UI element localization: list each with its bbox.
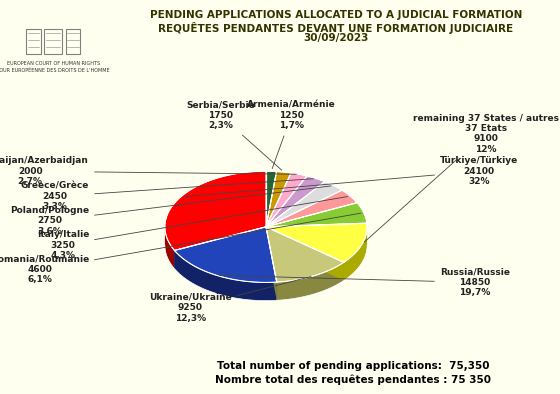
Polygon shape (266, 173, 307, 227)
Text: remaining 37 States / autres
37 Etats
9100
12%: remaining 37 States / autres 37 Etats 91… (364, 114, 559, 242)
Polygon shape (175, 251, 277, 301)
Text: Azerbaijan/Azerbaidjan
2000
2,7%: Azerbaijan/Azerbaidjan 2000 2,7% (0, 156, 296, 186)
Polygon shape (266, 190, 357, 227)
Polygon shape (266, 227, 277, 300)
Polygon shape (266, 223, 367, 262)
Text: COUR EUROPÉENNE DES DROITS DE L'HOMME: COUR EUROPÉENNE DES DROITS DE L'HOMME (0, 68, 110, 73)
Text: Total number of pending applications:  75,350: Total number of pending applications: 75… (217, 361, 489, 370)
Text: Greece/Grèce
2450
3,3%: Greece/Grèce 2450 3,3% (21, 179, 314, 211)
Polygon shape (266, 176, 325, 227)
Text: Ukraine/Ukraine
9250
12,3%: Ukraine/Ukraine 9250 12,3% (149, 277, 311, 323)
Polygon shape (165, 227, 175, 269)
Polygon shape (266, 203, 367, 227)
Text: Italy/Italie
3250
4,3%: Italy/Italie 3250 4,3% (37, 197, 348, 260)
Text: EUROPEAN COURT OF HUMAN RIGHTS: EUROPEAN COURT OF HUMAN RIGHTS (7, 61, 100, 66)
Text: Nombre total des requêtes pendantes : 75 350: Nombre total des requêtes pendantes : 75… (215, 374, 491, 385)
Polygon shape (266, 182, 342, 227)
Text: Romania/Roumanie
4600
6,1%: Romania/Roumanie 4600 6,1% (0, 213, 361, 284)
Bar (66, 29, 80, 54)
Polygon shape (175, 227, 277, 282)
Polygon shape (266, 227, 344, 282)
Bar (26, 29, 40, 54)
Text: REQUÊTES PENDANTES DEVANT UNE FORMATION JUDICIAIRE: REQUÊTES PENDANTES DEVANT UNE FORMATION … (158, 22, 514, 33)
Text: 30/09/2023: 30/09/2023 (304, 33, 368, 43)
Polygon shape (266, 171, 291, 227)
Bar (44, 29, 62, 54)
Text: Poland/Pologne
2750
3,6%: Poland/Pologne 2750 3,6% (10, 186, 331, 236)
Text: PENDING APPLICATIONS ALLOCATED TO A JUDICIAL FORMATION: PENDING APPLICATIONS ALLOCATED TO A JUDI… (150, 10, 522, 20)
Text: Russia/Russie
14850
19,7%: Russia/Russie 14850 19,7% (219, 268, 510, 297)
Polygon shape (266, 227, 344, 281)
Polygon shape (277, 262, 344, 300)
Text: Serbia/Serbie
1750
2,3%: Serbia/Serbie 1750 2,3% (186, 101, 282, 170)
Polygon shape (165, 171, 266, 251)
Text: Türkiye/Türkiye
24100
32%: Türkiye/Türkiye 24100 32% (184, 156, 518, 197)
Polygon shape (266, 171, 277, 227)
Polygon shape (266, 227, 277, 300)
Polygon shape (175, 227, 266, 269)
Polygon shape (344, 227, 367, 281)
Polygon shape (266, 227, 344, 281)
Text: Armenia/Arménie
1250
1,7%: Armenia/Arménie 1250 1,7% (247, 101, 335, 169)
Polygon shape (175, 227, 266, 269)
